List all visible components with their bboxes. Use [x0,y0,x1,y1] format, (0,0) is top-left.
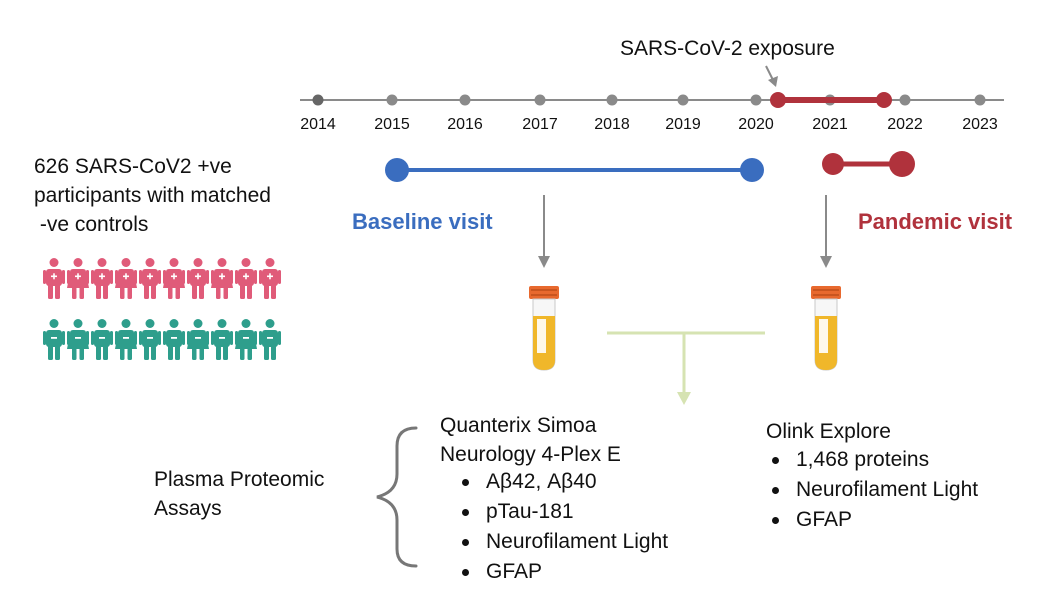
positive-person-male-icon [259,258,281,299]
positive-participants-row [43,258,281,299]
olink-analyte-item: 1,468 proteins [766,445,978,475]
timeline-tick-2015 [386,94,398,106]
timeline-tick-2019 [677,94,689,106]
negative-person-male-icon [211,319,233,360]
olink-title: Olink Explore [766,420,891,443]
year-label-2022: 2022 [887,116,923,133]
year-label-2015: 2015 [374,116,410,133]
infection-period-end [876,92,892,108]
pandemic-visit-span [822,151,915,177]
infection-period-start [770,92,786,108]
cohort-line-1: 626 SARS-CoV2 +ve [34,155,232,178]
assay-group-brace [376,426,418,568]
exposure-arrow [765,65,778,87]
negative-person-male-icon [139,319,161,360]
timeline-tick-2016 [459,94,471,106]
positive-person-male-icon [235,258,257,299]
assay-group-label: Plasma Proteomic Assays [154,465,324,523]
baseline-visit-label: Baseline visit [352,209,493,234]
baseline-down-arrow [538,195,550,268]
timeline-tick-2017 [534,94,546,106]
negative-person-female-icon [67,319,89,360]
timeline-tick-2022 [899,94,911,106]
negative-person-male-icon [91,319,113,360]
positive-person-female-icon [67,258,89,299]
olink-analyte-item: GFAP [766,505,978,535]
quanterix-analyte-item: Aβ42, Aβ40 [456,467,668,497]
assay-group-label-line-2: Assays [154,497,222,520]
cohort-line-3: -ve controls [34,213,149,236]
pandemic-down-arrow [820,195,832,268]
pandemic-sample-tube-icon [811,286,841,371]
negative-person-female-icon [235,319,257,360]
negative-person-male-icon [163,319,185,360]
year-label-2021: 2021 [812,116,848,133]
positive-person-male-icon [43,258,65,299]
exposure-label: SARS-CoV-2 exposure [620,37,835,60]
assay-connector [607,331,765,405]
quanterix-title-line-2: Neurology 4-Plex E [440,443,621,466]
quanterix-title-line-1: Quanterix Simoa [440,414,597,437]
positive-person-male-icon [139,258,161,299]
year-label-2018: 2018 [594,116,630,133]
timeline-tick-2018 [606,94,618,106]
quanterix-analyte-item: Neurofilament Light [456,527,668,557]
timeline: 2014 2015 2016 2017 2018 2019 2020 2021 2022 2023 [300,92,1004,133]
positive-person-male-icon [91,258,113,299]
positive-person-female-icon [211,258,233,299]
olink-analyte-list: 1,468 proteins Neurofilament Light GFAP [766,445,978,535]
year-label-2014: 2014 [300,116,336,133]
positive-person-female-icon [115,258,137,299]
year-label-2019: 2019 [665,116,701,133]
assay-group-label-line-1: Plasma Proteomic [154,468,325,491]
quanterix-assay: Quanterix Simoa Neurology 4-Plex E [440,411,621,469]
year-label-2023: 2023 [962,116,998,133]
olink-analyte-item: Neurofilament Light [766,475,978,505]
baseline-sample-tube-icon [529,286,559,371]
timeline-tick-2023 [974,94,986,106]
year-label-2020: 2020 [738,116,774,133]
negative-person-female-icon [115,319,137,360]
timeline-tick-2014 [312,94,324,106]
baseline-visit-span [385,158,764,182]
cohort-description: 626 SARS-CoV2 +ve participants with matc… [34,152,271,239]
year-label-2016: 2016 [447,116,483,133]
positive-person-male-icon [187,258,209,299]
quanterix-analyte-list: Aβ42, Aβ40 pTau-181 Neurofilament Light … [456,467,668,587]
cohort-line-2: participants with matched [34,184,271,207]
pandemic-visit-label: Pandemic visit [858,209,1013,234]
quanterix-analyte-item: pTau-181 [456,497,668,527]
positive-person-female-icon [163,258,185,299]
negative-person-female-icon [187,319,209,360]
negative-person-male-icon [43,319,65,360]
timeline-tick-2020 [750,94,762,106]
quanterix-analyte-item: GFAP [456,557,668,587]
year-label-2017: 2017 [522,116,558,133]
negative-person-male-icon [259,319,281,360]
negative-controls-row [43,319,281,360]
